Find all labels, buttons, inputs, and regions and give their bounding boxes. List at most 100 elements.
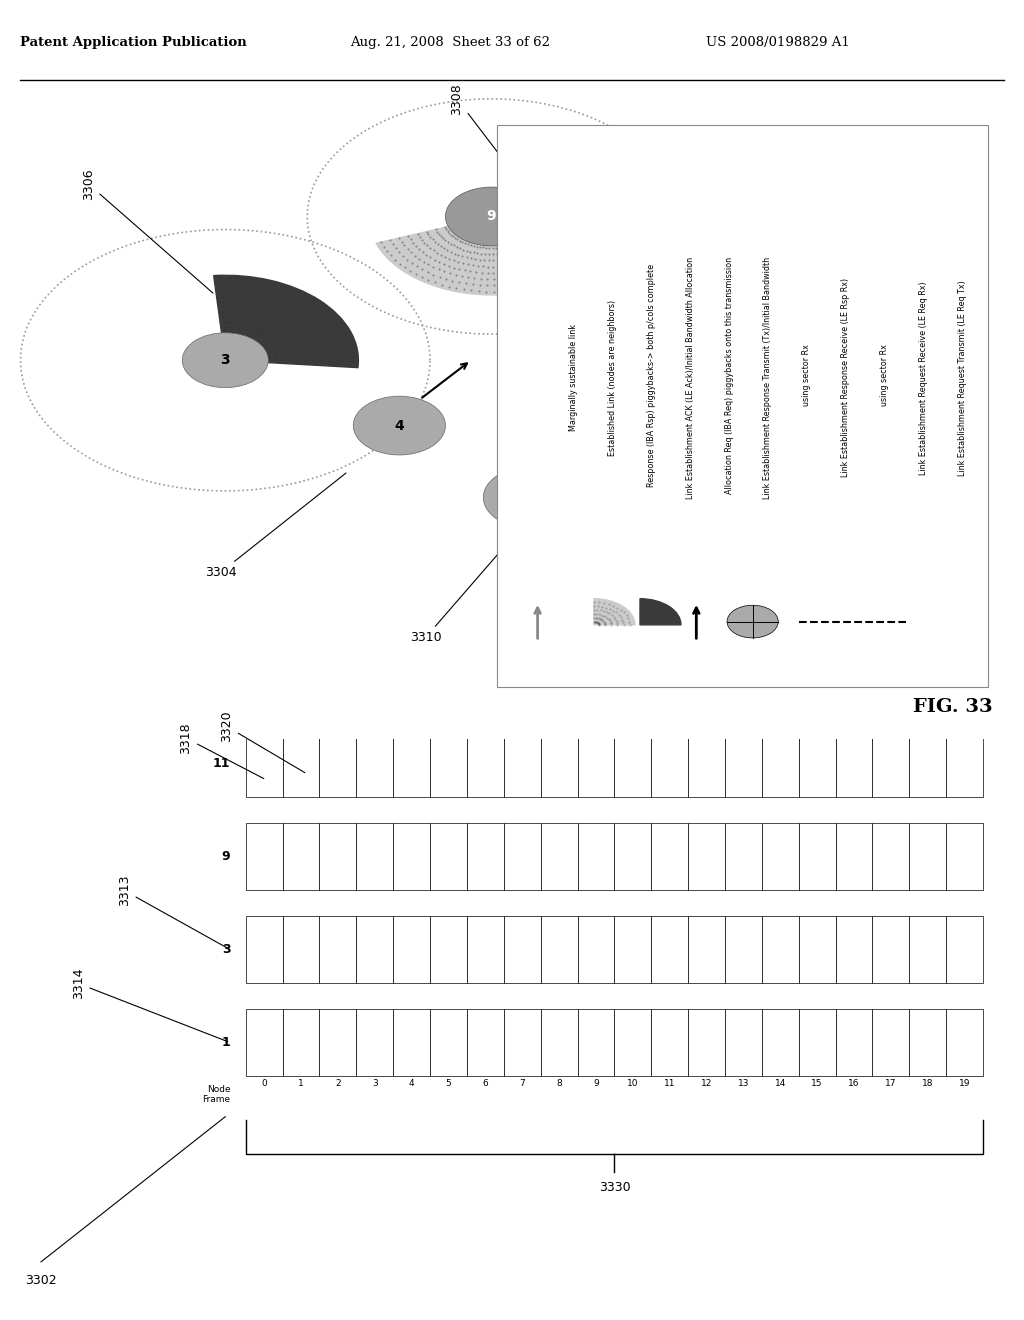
Text: Marginally sustainable link: Marginally sustainable link xyxy=(569,325,578,432)
Text: US 2008/0198829 A1: US 2008/0198829 A1 xyxy=(707,36,850,49)
Bar xyxy=(283,916,319,983)
Text: 1: 1 xyxy=(298,1078,304,1088)
Text: using sector Rx: using sector Rx xyxy=(881,345,889,412)
Text: 3313: 3313 xyxy=(118,875,228,948)
Bar xyxy=(246,824,283,890)
Bar xyxy=(541,1010,578,1076)
Bar xyxy=(578,1010,614,1076)
Text: 19: 19 xyxy=(958,1078,971,1088)
Text: 8: 8 xyxy=(556,1078,562,1088)
Bar xyxy=(872,730,909,797)
Bar xyxy=(541,916,578,983)
Bar xyxy=(799,824,836,890)
Text: Patent Application Publication: Patent Application Publication xyxy=(19,36,247,49)
Bar xyxy=(541,824,578,890)
Bar xyxy=(393,730,430,797)
Bar xyxy=(909,1010,946,1076)
Wedge shape xyxy=(594,599,635,624)
Bar xyxy=(909,730,946,797)
Bar xyxy=(356,916,393,983)
Bar xyxy=(319,916,356,983)
Bar xyxy=(467,730,504,797)
Text: Link Establishment Request Receive (LE Req Rx): Link Establishment Request Receive (LE R… xyxy=(920,281,928,475)
Bar xyxy=(578,730,614,797)
Bar xyxy=(541,730,578,797)
Text: Link Establishment Response Receive (LE Rsp Rx): Link Establishment Response Receive (LE … xyxy=(842,279,850,478)
Text: Aug. 21, 2008  Sheet 33 of 62: Aug. 21, 2008 Sheet 33 of 62 xyxy=(350,36,551,49)
Text: 15: 15 xyxy=(811,1078,823,1088)
Text: 4: 4 xyxy=(409,1078,415,1088)
Bar xyxy=(946,730,983,797)
Bar xyxy=(762,824,799,890)
Text: Response (IBA Rsp) piggybacks-> both p/cols complete: Response (IBA Rsp) piggybacks-> both p/c… xyxy=(647,264,655,492)
Wedge shape xyxy=(214,276,358,368)
Bar xyxy=(688,824,725,890)
Text: 16: 16 xyxy=(848,1078,860,1088)
Bar xyxy=(651,916,688,983)
Text: 3320: 3320 xyxy=(220,710,305,772)
Bar xyxy=(393,916,430,983)
Text: Link Establishment Response Transmit (Tx)/Initial Bandwidth: Link Establishment Response Transmit (Tx… xyxy=(764,257,772,499)
Bar xyxy=(504,1010,541,1076)
Bar xyxy=(246,916,283,983)
Text: Link Establishment Request Transmit (LE Req Tx): Link Establishment Request Transmit (LE … xyxy=(958,280,967,475)
Text: 1: 1 xyxy=(221,1036,230,1049)
Bar xyxy=(283,824,319,890)
Bar xyxy=(762,916,799,983)
Bar xyxy=(688,916,725,983)
Text: 3304: 3304 xyxy=(205,473,346,579)
Text: 2: 2 xyxy=(335,1078,341,1088)
Bar xyxy=(614,916,651,983)
Wedge shape xyxy=(640,599,681,624)
Bar xyxy=(836,916,872,983)
Bar xyxy=(799,1010,836,1076)
Text: 9: 9 xyxy=(486,210,497,223)
Bar xyxy=(430,1010,467,1076)
Text: 3314: 3314 xyxy=(72,968,227,1041)
Bar xyxy=(319,730,356,797)
Bar xyxy=(836,730,872,797)
Wedge shape xyxy=(376,216,534,294)
Text: Link Establishment ACK (LE Ack)/Initial Bandwidth Allocation: Link Establishment ACK (LE Ack)/Initial … xyxy=(686,257,694,499)
Text: 6: 6 xyxy=(482,1078,488,1088)
Bar xyxy=(946,916,983,983)
Bar xyxy=(430,824,467,890)
Bar xyxy=(909,824,946,890)
Text: 9: 9 xyxy=(593,1078,599,1088)
Text: 9: 9 xyxy=(222,850,230,863)
Bar xyxy=(762,730,799,797)
Text: 3310: 3310 xyxy=(410,552,500,644)
Bar xyxy=(688,1010,725,1076)
Bar xyxy=(799,730,836,797)
Text: using sector Rx: using sector Rx xyxy=(803,345,811,412)
Bar xyxy=(283,1010,319,1076)
Bar xyxy=(762,1010,799,1076)
Circle shape xyxy=(483,466,582,529)
Bar xyxy=(393,1010,430,1076)
Bar xyxy=(725,1010,762,1076)
Bar xyxy=(356,1010,393,1076)
Bar xyxy=(578,824,614,890)
Text: 11: 11 xyxy=(213,758,230,771)
Bar xyxy=(651,730,688,797)
Bar xyxy=(246,730,283,797)
Bar xyxy=(430,730,467,797)
Bar xyxy=(504,824,541,890)
Bar xyxy=(651,824,688,890)
Text: 3: 3 xyxy=(220,354,230,367)
Text: 12: 12 xyxy=(700,1078,713,1088)
Bar xyxy=(836,824,872,890)
Bar xyxy=(725,730,762,797)
Text: FIG. 33: FIG. 33 xyxy=(912,697,992,715)
Bar xyxy=(356,824,393,890)
Bar xyxy=(799,916,836,983)
Bar xyxy=(283,730,319,797)
Text: 3318: 3318 xyxy=(179,722,264,779)
Text: 5: 5 xyxy=(445,1078,452,1088)
Text: Established Link (nodes are neighbors): Established Link (nodes are neighbors) xyxy=(608,300,616,455)
Bar xyxy=(909,916,946,983)
Text: 3: 3 xyxy=(372,1078,378,1088)
Text: 3308: 3308 xyxy=(451,83,500,156)
Circle shape xyxy=(727,606,778,638)
Text: 7: 7 xyxy=(519,1078,525,1088)
